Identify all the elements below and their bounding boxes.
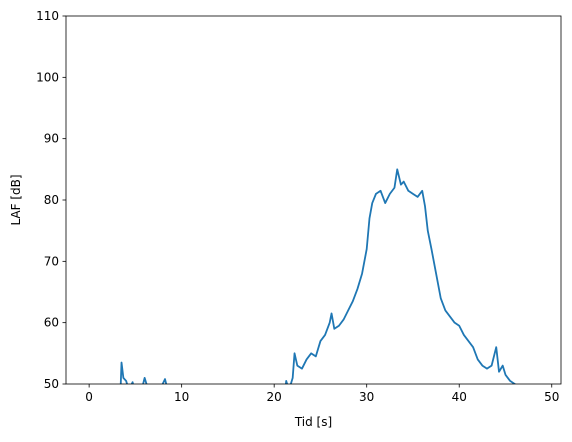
y-tick-label: 50 <box>44 377 59 391</box>
y-axis-label: LAF [dB] <box>9 174 23 225</box>
y-tick-label: 110 <box>36 9 59 23</box>
plot-area <box>119 168 517 384</box>
x-tick-label: 20 <box>267 390 282 404</box>
x-tick-label: 10 <box>174 390 189 404</box>
y-tick-label: 60 <box>44 316 59 330</box>
y-tick-label: 80 <box>44 193 59 207</box>
x-tick-label: 30 <box>359 390 374 404</box>
x-tick-label: 50 <box>544 390 559 404</box>
axes-frame <box>65 15 562 385</box>
x-tick-label: 40 <box>452 390 467 404</box>
x-axis-label: Tid [s] <box>294 415 332 429</box>
y-tick-label: 90 <box>44 132 59 146</box>
data-line <box>119 168 517 384</box>
x-tick-label: 0 <box>85 390 93 404</box>
y-tick-label: 70 <box>44 254 59 268</box>
y-tick-label: 100 <box>36 70 59 84</box>
